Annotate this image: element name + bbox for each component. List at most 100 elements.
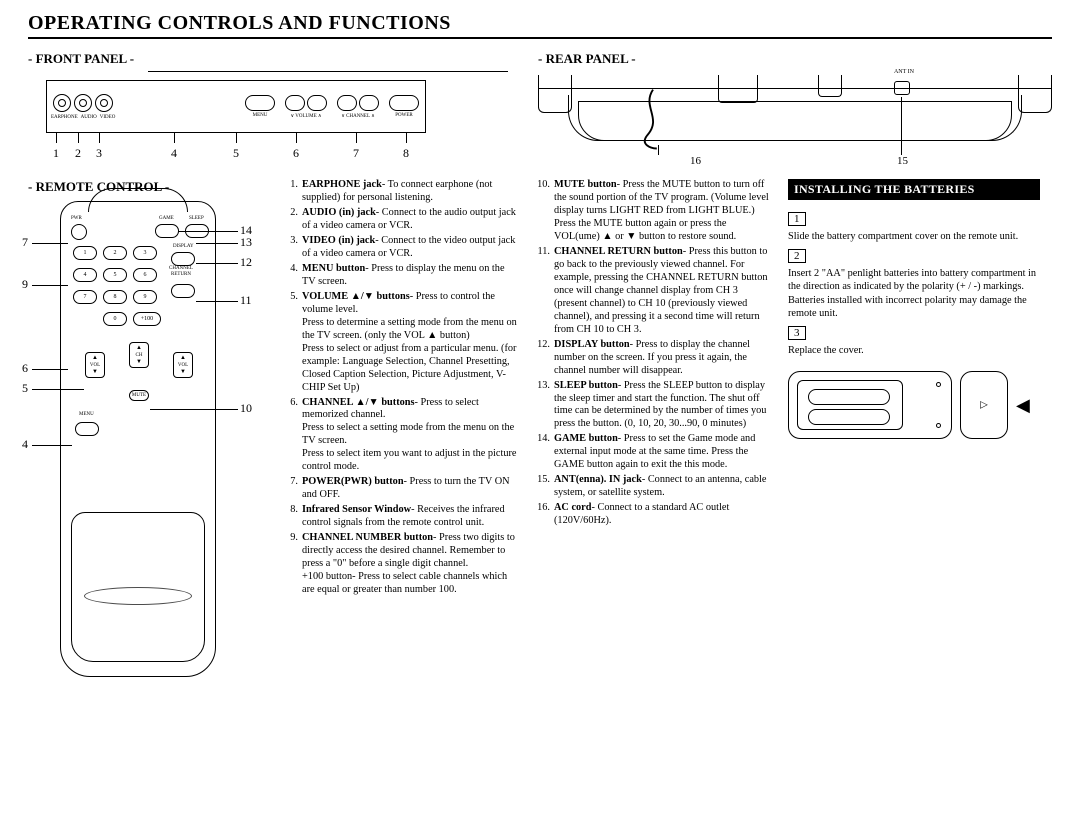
main-columns: - REMOTE CONTROL - PWR GAME SLEEP 1 2 3 … <box>28 179 1052 677</box>
description-item: 13. SLEEP button- Press the SLEEP button … <box>536 380 772 432</box>
description-item: 7.POWER(PWR) button- Press to turn the T… <box>284 476 520 502</box>
callout-4: 4 <box>22 437 28 452</box>
batteries-column: INSTALLING THE BATTERIES 1Slide the batt… <box>788 179 1040 677</box>
fp-num-5: 5 <box>233 146 239 161</box>
callout-12: 12 <box>240 255 252 270</box>
rear-leader-16 <box>658 145 659 155</box>
plus100-button: +100 <box>133 312 161 326</box>
item-text: GAME button- Press to set the Game mode … <box>554 433 772 472</box>
item-text: VIDEO (in) jack- Connect to the video ou… <box>302 235 520 261</box>
item-text: AUDIO (in) jack- Connect to the audio ou… <box>302 207 520 233</box>
item-bold: AUDIO (in) jack <box>302 207 376 218</box>
display-label: DISPLAY <box>173 244 194 249</box>
description-item: 1.EARPHONE jack- To connect earphone (no… <box>284 179 520 205</box>
num9-button: 9 <box>133 290 157 304</box>
description-item: 11.CHANNEL RETURN button- Press this but… <box>536 246 772 337</box>
description-item: 14. GAME button- Press to set the Game mo… <box>536 433 772 472</box>
leader-11 <box>196 301 238 302</box>
item-text: SLEEP button- Press the SLEEP button to … <box>554 380 772 432</box>
video-jack-icon <box>95 94 113 112</box>
description-item: 8.Infrared Sensor Window- Receives the i… <box>284 504 520 530</box>
front-heading-rule <box>148 71 508 72</box>
item-number: 2. <box>284 207 298 233</box>
vol-rocker: ▲ VOL ▼ <box>85 352 105 378</box>
num3-button: 3 <box>133 246 157 260</box>
menu-panel-label: MENU <box>253 113 268 118</box>
item-number: 12. <box>536 339 550 378</box>
cover-arrow-icon: ▷ <box>980 400 988 411</box>
rear-panel-diagram: ANT IN 16 15 <box>538 75 1052 175</box>
leader-14 <box>178 231 238 232</box>
rear-left-leg <box>538 75 572 113</box>
description-item: 12.DISPLAY button- Press to display the … <box>536 339 772 378</box>
menu-panel-btn <box>245 95 275 111</box>
num0-button: 0 <box>103 312 127 326</box>
item-bold: MENU button <box>302 263 365 274</box>
leader-10 <box>150 409 238 410</box>
battery-diagram: ▷ ◀ <box>788 371 1040 439</box>
fp-num-6: 6 <box>293 146 299 161</box>
remote-column: - REMOTE CONTROL - PWR GAME SLEEP 1 2 3 … <box>28 179 268 677</box>
item-number: 1. <box>284 179 298 205</box>
menu-button <box>75 422 99 436</box>
slide-arrow-icon: ◀ <box>1016 395 1030 416</box>
item-line: - Press this button to go back to the pr… <box>554 246 768 335</box>
item-bold: DISPLAY button <box>554 339 630 350</box>
vol-rocker-right: ▲ VOL ▼ <box>173 352 193 378</box>
vol-up-arrow: ▲ <box>86 355 104 361</box>
callout-11: 11 <box>240 293 252 308</box>
vol2-down-arrow: ▼ <box>174 369 192 375</box>
item-number: 6. <box>284 397 298 475</box>
vol2-up-arrow: ▲ <box>174 355 192 361</box>
battery-cell-2 <box>808 409 890 425</box>
callout-5: 5 <box>22 381 28 396</box>
remote-body: PWR GAME SLEEP 1 2 3 DISPLAY 4 5 6 CHANN… <box>60 201 216 677</box>
item-bold: CHANNEL RETURN button <box>554 246 683 257</box>
num2-button: 2 <box>103 246 127 260</box>
item-number: 9. <box>284 532 298 597</box>
rear-num-15: 15 <box>897 155 908 167</box>
earphone-label: EARPHONE <box>51 115 78 120</box>
rear-panel-heading: - REAR PANEL - <box>538 51 1052 67</box>
description-item: 3.VIDEO (in) jack- Connect to the video … <box>284 235 520 261</box>
battery-cover: ▷ <box>960 371 1008 439</box>
item-text: MENU button- Press to display the menu o… <box>302 263 520 289</box>
item-line: Press to select or adjust from a particu… <box>302 343 516 393</box>
item-bold: SLEEP button <box>554 380 618 391</box>
vol2-text: VOL <box>174 363 192 368</box>
step-box: 3 <box>788 326 806 340</box>
vol-down-panel-btn <box>285 95 305 111</box>
item-text: Infrared Sensor Window- Receives the inf… <box>302 504 520 530</box>
vol-down-arrow: ▼ <box>86 369 104 375</box>
battery-compartment <box>797 380 903 430</box>
item-number: 7. <box>284 476 298 502</box>
item-number: 13. <box>536 380 550 432</box>
screw-dot-1 <box>936 382 941 387</box>
power-panel-btn <box>389 95 419 111</box>
front-panel-shell: EARPHONE AUDIO VIDEO MENU ∨ VOLUME ∧ <box>46 80 426 132</box>
step-box: 2 <box>788 249 806 263</box>
item-bold: CHANNEL ▲/▼ buttons <box>302 397 415 408</box>
item-line: Press to select a setting mode from the … <box>302 422 514 446</box>
step-text: Insert 2 "AA" penlight batteries into ba… <box>788 267 1040 320</box>
leader-12 <box>196 263 238 264</box>
video-label: VIDEO <box>100 115 116 120</box>
top-panels-row: - FRONT PANEL - EARPHONE AUDIO VIDEO <box>28 47 1052 175</box>
item-text: EARPHONE jack- To connect earphone (not … <box>302 179 520 205</box>
num7-button: 7 <box>73 290 97 304</box>
item-bold: Infrared Sensor Window <box>302 504 411 515</box>
item-number: 14. <box>536 433 550 472</box>
leader-4 <box>32 445 72 446</box>
vol-up-panel-btn <box>307 95 327 111</box>
leader-9 <box>32 285 68 286</box>
ir-window-icon <box>88 188 188 212</box>
item-text: CHANNEL ▲/▼ buttons- Press to select mem… <box>302 397 520 475</box>
item-bold: VIDEO (in) jack <box>302 235 375 246</box>
fp-num-4: 4 <box>171 146 177 161</box>
power-panel-label: POWER <box>395 113 413 118</box>
item-number: 5. <box>284 291 298 395</box>
rear-right-leg <box>1018 75 1052 113</box>
front-panel-column: - FRONT PANEL - EARPHONE AUDIO VIDEO <box>28 47 508 175</box>
callout-10: 10 <box>240 401 252 416</box>
fp-num-7: 7 <box>353 146 359 161</box>
